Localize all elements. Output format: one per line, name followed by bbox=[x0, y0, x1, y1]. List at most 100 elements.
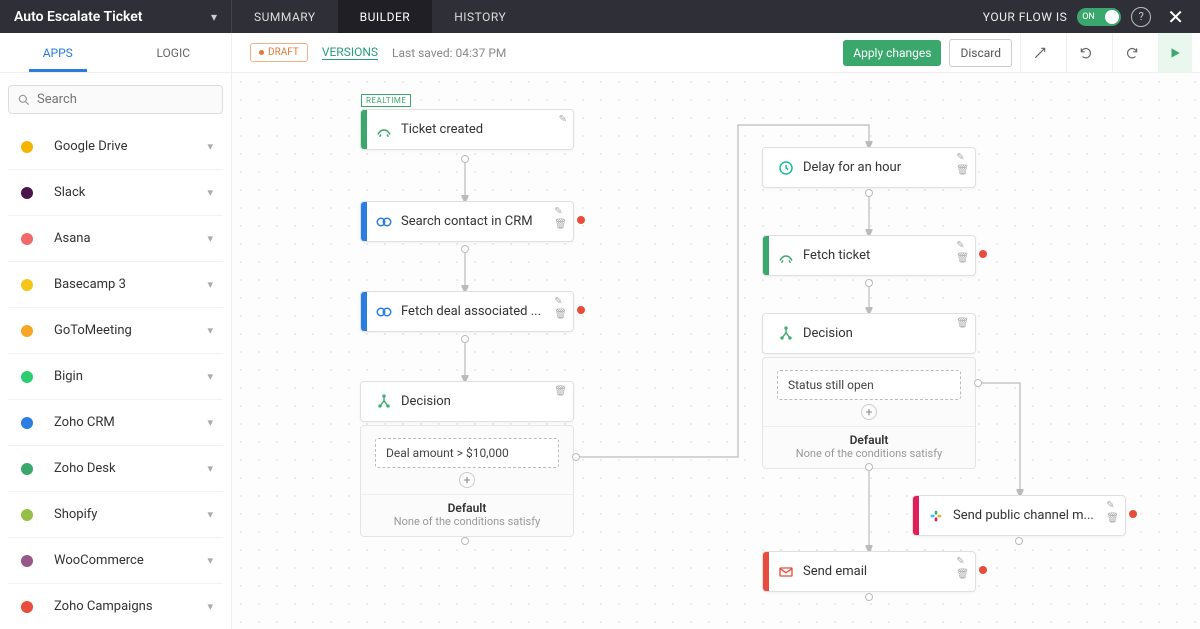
decision-2-body: Status still open + Default None of the … bbox=[762, 357, 976, 469]
flow-title-selector[interactable]: Auto Escalate Ticket ▾ bbox=[0, 0, 232, 33]
edit-icon[interactable]: ✎ bbox=[559, 114, 567, 125]
chevron-down-icon: ▾ bbox=[207, 462, 213, 475]
zoho-desk-icon bbox=[367, 121, 401, 139]
subtab-logic[interactable]: LOGIC bbox=[116, 33, 232, 72]
app-icon bbox=[18, 460, 36, 478]
sidebar-app-row[interactable]: Basecamp 3 ▾ bbox=[8, 262, 223, 308]
tab-builder[interactable]: BUILDER bbox=[338, 0, 433, 33]
condition-pill[interactable]: Deal amount > $10,000 bbox=[375, 438, 559, 468]
sidebar: Google Drive▾Slack▾Asana▾Basecamp 3▾GoTo… bbox=[0, 73, 232, 629]
sidebar-app-row[interactable]: Slack▾ bbox=[8, 170, 223, 216]
sidebar-app-row[interactable]: Zoho Campaigns ▾ bbox=[8, 584, 223, 629]
undo-icon[interactable] bbox=[1066, 33, 1104, 73]
gmail-icon bbox=[769, 564, 803, 580]
node-fetch-deal[interactable]: Fetch deal associated ... ✎🗑 bbox=[360, 291, 574, 332]
node-search-contact[interactable]: Search contact in CRM ✎🗑 bbox=[360, 201, 574, 242]
flow-title: Auto Escalate Ticket bbox=[14, 9, 201, 25]
sidebar-app-row[interactable]: WooCommerce ▾ bbox=[8, 538, 223, 584]
apply-changes-button[interactable]: Apply changes bbox=[843, 40, 941, 66]
delete-icon[interactable]: 🗑 bbox=[554, 219, 567, 230]
magic-wand-icon[interactable] bbox=[1020, 33, 1058, 73]
app-icon bbox=[18, 230, 36, 248]
add-condition-button[interactable]: + bbox=[861, 404, 877, 420]
edit-icon[interactable]: ✎ bbox=[956, 240, 969, 251]
node-decision-1[interactable]: Decision 🗑 bbox=[360, 381, 574, 422]
toolbar: APPS LOGIC DRAFT VERSIONS Last saved: 04… bbox=[0, 33, 1200, 73]
slack-icon bbox=[919, 508, 953, 524]
chevron-down-icon: ▾ bbox=[207, 554, 213, 567]
zoho-crm-icon bbox=[367, 303, 401, 321]
decision-icon bbox=[367, 394, 401, 410]
edit-icon[interactable]: ✎ bbox=[1106, 500, 1119, 511]
delete-icon[interactable]: 🗑 bbox=[1106, 513, 1119, 524]
delete-icon[interactable]: 🗑 bbox=[956, 253, 969, 264]
last-saved-label: Last saved: 04:37 PM bbox=[392, 46, 506, 60]
redo-icon[interactable] bbox=[1112, 33, 1150, 73]
help-icon[interactable]: ? bbox=[1131, 7, 1151, 27]
chevron-down-icon: ▾ bbox=[211, 10, 217, 24]
sidebar-app-row[interactable]: Shopify ▾ bbox=[8, 492, 223, 538]
sidebar-app-row[interactable]: GoToMeeting▾ bbox=[8, 308, 223, 354]
app-name: Bigin bbox=[54, 369, 189, 384]
app-icon bbox=[18, 138, 36, 156]
sidebar-app-row[interactable]: Bigin ▾ bbox=[8, 354, 223, 400]
search-field-wrap[interactable] bbox=[8, 85, 223, 114]
chevron-down-icon: ▾ bbox=[207, 370, 213, 383]
node-delay[interactable]: Delay for an hour ✎🗑 bbox=[762, 147, 976, 188]
app-name: Shopify bbox=[54, 507, 189, 522]
node-ticket-created[interactable]: REALTIME Ticket created ✎ bbox=[360, 109, 574, 150]
chevron-down-icon: ▾ bbox=[207, 416, 213, 429]
decision-1-body: Deal amount > $10,000 + Default None of … bbox=[360, 425, 574, 537]
app-name: WooCommerce bbox=[54, 553, 189, 568]
chevron-down-icon: ▾ bbox=[207, 508, 213, 521]
draft-badge: DRAFT bbox=[250, 43, 308, 62]
node-fetch-ticket[interactable]: Fetch ticket ✎🗑 bbox=[762, 235, 976, 276]
app-name: Zoho Campaigns bbox=[54, 599, 189, 614]
node-send-email[interactable]: Send email ✎🗑 bbox=[762, 551, 976, 592]
flow-canvas[interactable]: REALTIME Ticket created ✎ Search contact… bbox=[232, 73, 1200, 629]
top-nav: SUMMARY BUILDER HISTORY bbox=[232, 0, 528, 33]
app-icon bbox=[18, 552, 36, 570]
zoho-crm-icon bbox=[367, 213, 401, 231]
search-input[interactable] bbox=[37, 92, 214, 107]
chevron-down-icon: ▾ bbox=[207, 140, 213, 153]
app-icon bbox=[18, 276, 36, 294]
sidebar-app-row[interactable]: Zoho CRM▾ bbox=[8, 400, 223, 446]
versions-link[interactable]: VERSIONS bbox=[322, 45, 378, 60]
flow-on-toggle[interactable]: ON bbox=[1077, 8, 1121, 26]
delete-icon[interactable]: 🗑 bbox=[554, 309, 567, 320]
node-decision-2[interactable]: Decision 🗑 bbox=[762, 313, 976, 354]
apps-list: Google Drive▾Slack▾Asana▾Basecamp 3▾GoTo… bbox=[8, 124, 223, 629]
run-flow-button[interactable] bbox=[1158, 33, 1192, 73]
sidebar-app-row[interactable]: Zoho Desk ▾ bbox=[8, 446, 223, 492]
close-icon[interactable]: ✕ bbox=[1161, 5, 1190, 29]
app-icon bbox=[18, 322, 36, 340]
edit-icon[interactable]: ✎ bbox=[554, 296, 567, 307]
tab-summary[interactable]: SUMMARY bbox=[232, 0, 338, 33]
delete-icon[interactable]: 🗑 bbox=[956, 318, 969, 329]
sidebar-app-row[interactable]: Asana▾ bbox=[8, 216, 223, 262]
chevron-down-icon: ▾ bbox=[207, 278, 213, 291]
delete-icon[interactable]: 🗑 bbox=[956, 165, 969, 176]
delete-icon[interactable]: 🗑 bbox=[956, 569, 969, 580]
edit-icon[interactable]: ✎ bbox=[554, 206, 567, 217]
delete-icon[interactable]: 🗑 bbox=[554, 386, 567, 397]
app-name: Basecamp 3 bbox=[54, 277, 189, 292]
realtime-badge: REALTIME bbox=[361, 94, 411, 107]
chevron-down-icon: ▾ bbox=[207, 324, 213, 337]
condition-pill[interactable]: Status still open bbox=[777, 370, 961, 400]
chevron-down-icon: ▾ bbox=[207, 600, 213, 613]
decision-icon bbox=[769, 326, 803, 342]
edit-icon[interactable]: ✎ bbox=[956, 556, 969, 567]
app-name: Zoho Desk bbox=[54, 461, 189, 476]
flow-status-label: YOUR FLOW IS bbox=[983, 10, 1067, 24]
subtab-apps[interactable]: APPS bbox=[0, 33, 116, 72]
discard-button[interactable]: Discard bbox=[949, 39, 1012, 67]
add-condition-button[interactable]: + bbox=[459, 472, 475, 488]
node-slack-message[interactable]: Send public channel m... ✎🗑 bbox=[912, 495, 1126, 536]
app-name: Google Drive bbox=[54, 139, 189, 154]
edit-icon[interactable]: ✎ bbox=[956, 152, 969, 163]
app-name: Slack bbox=[54, 185, 189, 200]
sidebar-app-row[interactable]: Google Drive ▾ bbox=[8, 124, 223, 170]
tab-history[interactable]: HISTORY bbox=[432, 0, 528, 33]
